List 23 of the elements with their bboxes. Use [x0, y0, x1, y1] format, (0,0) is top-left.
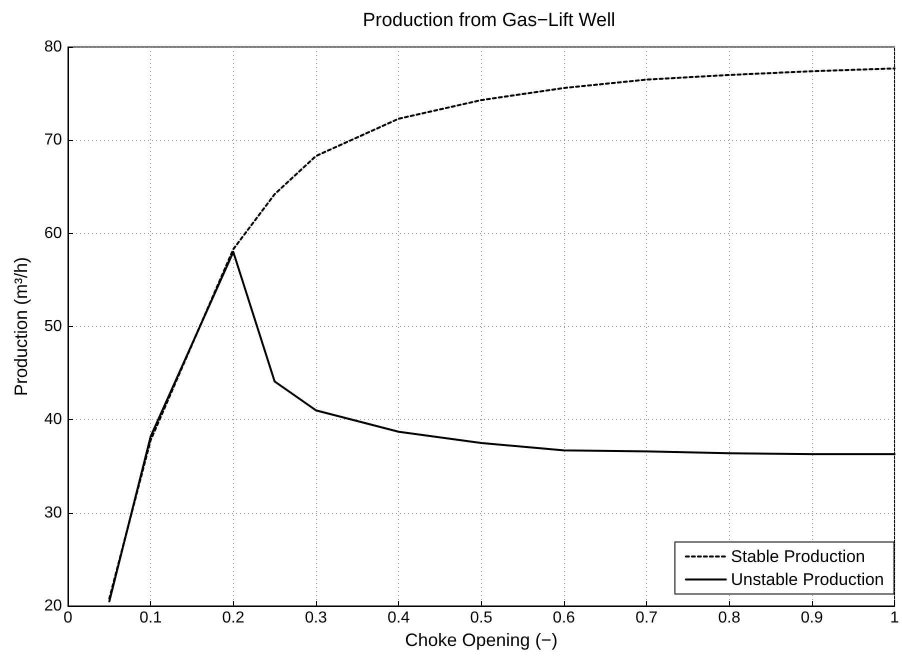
chart-title: Production from Gas−Lift Well	[362, 10, 616, 31]
y-tick-label: 80	[44, 38, 62, 56]
legend-label: Stable Production	[730, 547, 866, 566]
x-tick-label: 0.2	[222, 610, 245, 626]
y-tick-label: 20	[44, 598, 62, 614]
x-tick-label: 1	[890, 610, 900, 626]
y-axis-title: Production (m³/h)	[11, 256, 31, 396]
legend-label: Unstable Production	[730, 570, 884, 589]
x-tick-label: 0	[64, 610, 73, 626]
x-tick-label: 0.4	[387, 610, 410, 626]
y-tick-label: 60	[44, 224, 62, 242]
y-tick-label: 50	[44, 318, 62, 335]
y-tick-label: 30	[44, 504, 62, 522]
x-axis-title: Choke Opening (−)	[404, 630, 558, 650]
x-tick-label: 0.6	[552, 610, 576, 626]
x-tick-label: 0.9	[800, 610, 824, 626]
x-tick-label: 0.1	[140, 610, 162, 626]
x-tick-label: 0.5	[470, 610, 492, 626]
y-tick-label: 70	[44, 132, 62, 149]
x-tick-label: 0.7	[635, 610, 658, 626]
y-tick-label: 40	[44, 411, 62, 428]
x-tick-label: 0.3	[304, 610, 328, 626]
x-tick-label: 0.8	[718, 610, 740, 626]
